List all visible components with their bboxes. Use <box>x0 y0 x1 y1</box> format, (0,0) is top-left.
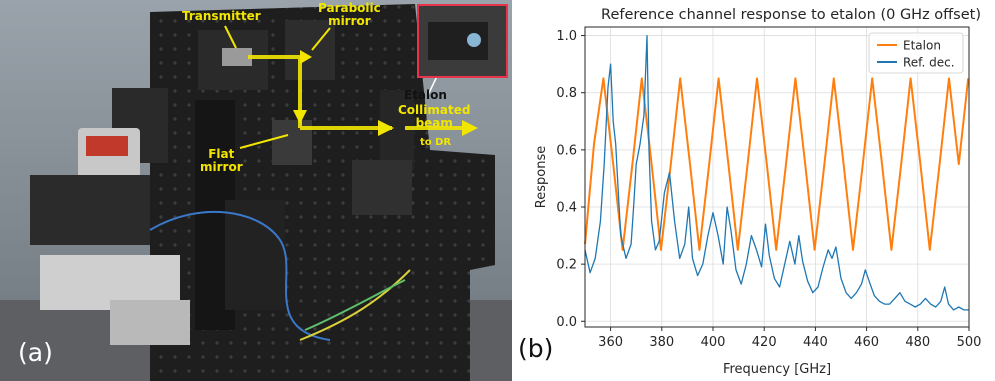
y-tick-label: 1.0 <box>556 29 577 44</box>
y-tick-label: 0.0 <box>556 315 577 330</box>
transmitter-body <box>222 48 252 66</box>
y-axis-label: Response <box>534 146 549 208</box>
stage-base <box>30 175 150 245</box>
x-tick-label: 500 <box>957 335 982 350</box>
to-dr-label: to DR <box>420 136 451 149</box>
y-tick-label: 0.2 <box>556 258 577 273</box>
inset-etalon <box>467 33 481 47</box>
panel-b-chart: (b) 360 380 400 420 440 460 480 500 0.0 0.2 0.4 0.6… <box>512 0 995 381</box>
setup-photo <box>0 0 512 381</box>
parabolic-mount <box>285 20 335 80</box>
linear-stage <box>225 200 285 310</box>
x-tick-label: 480 <box>905 335 930 350</box>
transmitter-label: Transmitter <box>182 10 261 23</box>
lower-mount <box>352 160 412 215</box>
panel-a-letter: (a) <box>18 338 53 367</box>
controller-label <box>86 136 128 156</box>
parabolic-mirror-label: Parabolic mirror <box>318 2 381 28</box>
x-tick-label: 380 <box>649 335 674 350</box>
panel-a-photo: Transmitter Parabolic mirror Etalon Coll… <box>0 0 512 381</box>
legend-label: Etalon <box>903 39 941 53</box>
stage-rail-2 <box>110 300 190 345</box>
legend-label: Ref. dec. <box>903 56 955 70</box>
flat-mirror-label: Flat mirror <box>200 148 243 174</box>
y-tick-label: 0.6 <box>556 143 577 158</box>
x-tick-label: 440 <box>803 335 828 350</box>
x-tick-label: 360 <box>598 335 623 350</box>
chart-title: Reference channel response to etalon (0 … <box>601 7 981 23</box>
y-tick-label: 0.4 <box>556 201 577 216</box>
x-tick-label: 420 <box>752 335 777 350</box>
x-axis-label: Frequency [GHz] <box>723 362 831 377</box>
x-tick-label: 400 <box>701 335 726 350</box>
etalon-label: Etalon <box>404 89 447 102</box>
collimated-beam-label: Collimated beam <box>398 104 470 130</box>
x-tick-label: 460 <box>854 335 879 350</box>
y-tick-label: 0.8 <box>556 86 577 101</box>
response-chart: 360 380 400 420 440 460 480 500 0.0 0.2 0.4 0.6 0.8 1… <box>512 0 995 381</box>
